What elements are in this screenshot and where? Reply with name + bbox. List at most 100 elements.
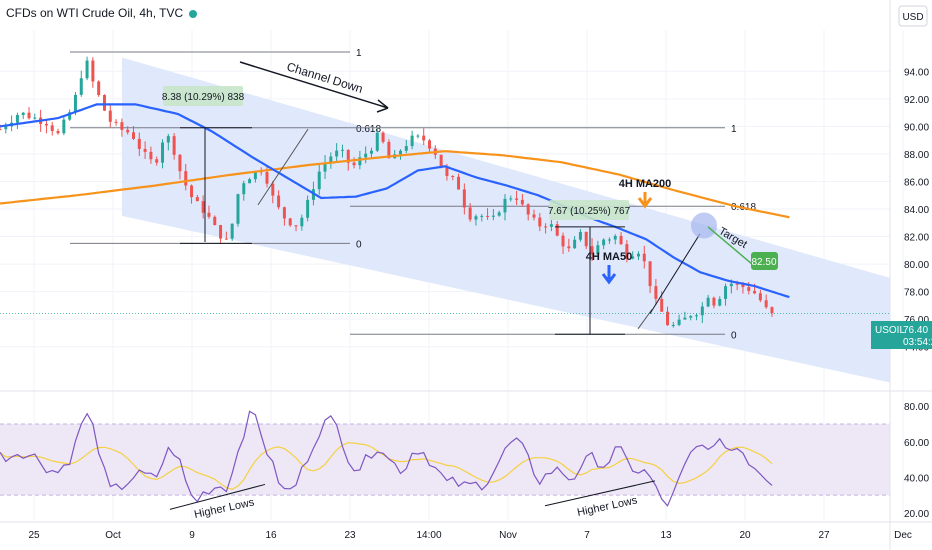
candle-body	[91, 60, 95, 82]
candle-body	[178, 154, 182, 172]
x-tick-label: 13	[660, 530, 672, 541]
candle-body	[422, 135, 426, 141]
rsi-band	[0, 424, 890, 496]
candle-body	[468, 207, 472, 220]
candle-body	[190, 185, 194, 198]
candle-body	[544, 226, 548, 228]
candle-body	[445, 167, 449, 177]
x-tick-label: Nov	[499, 530, 517, 541]
swing-line	[257, 128, 309, 206]
candle-body	[207, 212, 211, 217]
price-tag-symbol: USOIL	[875, 325, 905, 336]
candle-body	[236, 194, 240, 224]
candle-body	[712, 297, 716, 306]
candle-body	[625, 244, 629, 259]
x-tick-label: 14:00	[416, 530, 441, 541]
candle-body	[137, 138, 141, 149]
y-tick-label: 90.00	[904, 122, 929, 133]
y-tick-label: 80.00	[904, 260, 929, 271]
rsi-tick-label: 60.00	[904, 438, 929, 449]
channel-fill	[121, 57, 891, 383]
candle-body	[642, 253, 646, 262]
candle-body	[329, 156, 333, 163]
candle-body	[520, 199, 524, 205]
price-tag	[871, 321, 932, 349]
candle-body	[573, 239, 577, 249]
candle-body	[358, 157, 362, 166]
ma50-arrow-icon	[601, 265, 617, 285]
candle-body	[654, 286, 658, 299]
price-tag-value: 76.40	[903, 325, 928, 336]
swing-line-2	[637, 309, 653, 330]
fib-a-0618-label: 0.618	[356, 124, 381, 135]
candle-body	[491, 215, 495, 217]
candle-body	[68, 112, 72, 120]
ma50-line	[0, 103, 790, 299]
rsi-pane: Higher Lows Higher Lows	[0, 410, 890, 521]
candle-body	[97, 81, 101, 96]
candle-body	[346, 149, 350, 163]
rsi-tick-label: 40.00	[904, 473, 929, 484]
target-badge	[751, 252, 778, 270]
x-tick-label: 9	[189, 530, 195, 541]
x-tick-label: 7	[584, 530, 590, 541]
candle-body	[352, 162, 356, 166]
candle-body	[532, 214, 536, 218]
candle-body	[428, 140, 432, 149]
candle-body	[753, 290, 757, 294]
candle-body	[126, 129, 130, 133]
candle-body	[50, 125, 54, 132]
candle-body	[271, 183, 275, 196]
candle-body	[224, 238, 228, 240]
channel-down-band	[121, 57, 891, 383]
candle-body	[631, 256, 635, 259]
ma50-label: 4H MA50	[586, 251, 632, 263]
candle-body	[213, 216, 217, 226]
candle-body	[706, 297, 710, 307]
candle-body	[85, 60, 89, 79]
candle-body	[120, 122, 124, 130]
candle-body	[741, 283, 745, 288]
y-tick-label: 76.00	[904, 315, 929, 326]
candle-body	[73, 94, 77, 113]
rsi-tick-label: 80.00	[904, 402, 929, 413]
x-tick-label: 20	[739, 530, 751, 541]
x-tick-label: Oct	[105, 530, 121, 541]
ma200-label: 4H MA200	[619, 178, 672, 190]
price-tag-countdown: 03:54:22	[903, 337, 932, 348]
chart-title: CFDs on WTI Crude Oil, 4h, TVC	[6, 6, 198, 20]
candle-body	[526, 204, 530, 215]
candle-body	[480, 215, 484, 217]
candle-body	[648, 261, 652, 287]
candle-body	[335, 150, 339, 157]
candle-body	[242, 183, 246, 195]
rsi-tick-label: 20.00	[904, 509, 929, 520]
fib-b-1-label: 1	[731, 124, 737, 135]
candle-body	[410, 135, 414, 147]
candle-body	[724, 286, 728, 299]
candle-body	[474, 216, 478, 220]
candle-body	[549, 224, 553, 227]
candle-body	[735, 283, 739, 285]
market-open-icon	[189, 9, 198, 18]
target-circle	[691, 212, 717, 239]
candle-body	[277, 195, 281, 208]
candle-body	[27, 112, 31, 119]
candle-body	[166, 136, 170, 143]
candle-body	[114, 121, 118, 123]
candle-body	[439, 154, 443, 168]
candle-body	[15, 115, 19, 123]
candle-body	[306, 199, 310, 218]
channel-arrow-head	[376, 99, 389, 113]
candle-body	[677, 319, 681, 325]
candle-body	[230, 223, 234, 239]
candle-body	[375, 132, 379, 151]
candle-body	[567, 246, 571, 249]
candle-body	[683, 317, 687, 320]
candle-body	[671, 324, 675, 326]
ma200-arrow-icon	[637, 192, 653, 209]
candle-body	[161, 142, 165, 163]
candle-body	[184, 171, 188, 186]
